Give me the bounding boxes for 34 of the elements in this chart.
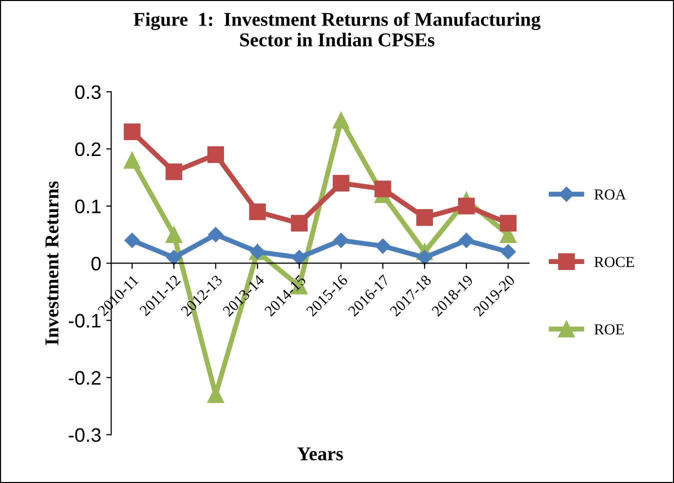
chart-title: Figure 1: Investment Returns of Manufacturing Sector in Indian CPSEs bbox=[134, 12, 541, 46]
legend-label: ROE bbox=[594, 324, 624, 335]
point bbox=[458, 232, 474, 248]
point bbox=[500, 244, 516, 260]
point bbox=[375, 238, 390, 254]
point bbox=[458, 198, 475, 214]
y-tick-label: 0.1 bbox=[75, 200, 101, 214]
y-axis-title: Investment Returns bbox=[46, 181, 59, 345]
y-tick-label: -0.3 bbox=[68, 428, 101, 442]
point bbox=[124, 232, 140, 248]
point bbox=[290, 214, 308, 232]
point bbox=[332, 112, 350, 129]
point bbox=[208, 227, 224, 242]
point bbox=[166, 226, 182, 243]
point bbox=[500, 214, 517, 232]
legend-label: ROA bbox=[594, 189, 626, 200]
point bbox=[166, 250, 182, 266]
legend-label: ROCE bbox=[594, 256, 634, 268]
y-tick-label: 0.3 bbox=[75, 85, 101, 100]
point bbox=[292, 250, 307, 266]
point bbox=[124, 123, 140, 140]
point bbox=[124, 152, 140, 169]
point bbox=[166, 163, 182, 180]
point bbox=[333, 232, 349, 248]
y-tick-label: 0.2 bbox=[75, 142, 101, 156]
point bbox=[207, 146, 224, 163]
point bbox=[332, 174, 350, 192]
y-tick-label: 0 bbox=[91, 256, 101, 270]
x-axis-title: Years bbox=[297, 447, 343, 460]
point bbox=[417, 250, 432, 266]
point bbox=[374, 180, 392, 198]
point bbox=[249, 203, 266, 220]
y-tick-label: -0.2 bbox=[68, 371, 101, 385]
point bbox=[416, 209, 433, 226]
